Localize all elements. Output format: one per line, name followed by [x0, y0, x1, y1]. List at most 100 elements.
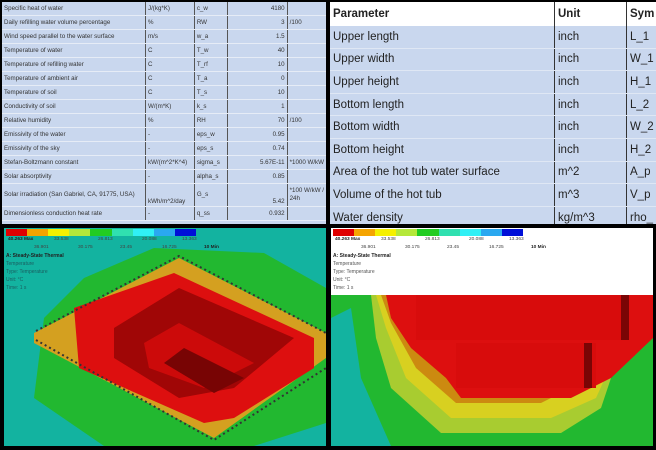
color-swatch — [174, 229, 196, 236]
table-row: Temperature of ambient air C T_a 0 — [2, 71, 326, 86]
parameter-unit: W/(m*K) — [144, 99, 195, 114]
dimension-unit: inch — [554, 93, 627, 117]
dimension-name: Area of the hot tub water surface — [330, 161, 555, 185]
parameter-value: 70 — [226, 113, 288, 128]
result-name: Temperature — [333, 261, 362, 267]
parameter-unit: C — [144, 85, 195, 100]
parameter-name: Emissivity of the sky — [2, 141, 146, 156]
result-time: Time: 1 s — [6, 285, 27, 291]
parameter-unit: kW/(m^2*K^4) — [144, 155, 195, 170]
parameter-name: Temperature of refilling water — [2, 57, 146, 72]
parameter-symbol: eps_s — [193, 141, 228, 156]
parameter-value: 5.42 — [226, 183, 288, 207]
dimension-unit: inch — [554, 70, 627, 94]
color-swatch — [69, 229, 91, 236]
color-scale-bar — [6, 229, 196, 236]
parameter-note: /100 — [286, 113, 326, 128]
dimension-name: Upper width — [330, 48, 555, 72]
result-unit: Unit: °C — [333, 277, 351, 283]
thermal-simulation-isometric: 40.263 Max 33.538 26.813 20.088 13.363 3… — [4, 228, 326, 446]
parameter-note: *1000 W/kW — [286, 155, 326, 170]
dimension-unit: inch — [554, 26, 627, 49]
parameter-unit: % — [144, 113, 195, 128]
parameter-name: Relative humidity — [2, 113, 146, 128]
header-symbol: Sym — [626, 2, 656, 26]
table-row: Relative humidity% RH 70/100 — [2, 113, 326, 128]
table-row: Temperature of water C T_w 40 — [2, 43, 326, 58]
color-swatch — [354, 229, 376, 236]
parameter-symbol: T_w — [193, 43, 228, 58]
legend-label: 20.088 — [469, 237, 484, 242]
simulation-info: A: Steady-State Thermal Temperature Type… — [6, 252, 226, 292]
parameter-symbol: RW — [193, 15, 228, 30]
color-swatch — [132, 229, 154, 236]
parameter-value: 40 — [226, 43, 288, 58]
parameter-note — [286, 43, 326, 58]
parameter-name: Temperature of ambient air — [2, 71, 146, 86]
table-row: Bottom width inch W_2 — [330, 115, 656, 139]
parameter-note — [286, 141, 326, 156]
parameter-symbol: T_a — [193, 71, 228, 86]
legend-label: 16.725 — [489, 245, 504, 250]
parameter-unit: C — [144, 43, 195, 58]
parameter-unit: C — [144, 57, 195, 72]
table-row: Dimensionless conduction heat rate - q_ss 0… — [2, 206, 326, 221]
table-row: Wind speed parallel to the water surface… — [2, 29, 326, 44]
parameter-note — [286, 2, 326, 16]
dimension-symbol: A_p — [626, 161, 656, 185]
color-swatch — [90, 229, 112, 236]
parameter-unit: C — [144, 71, 195, 86]
parameter-symbol: w_a — [193, 29, 228, 44]
table-row: Temperature of soil C T_s 10 — [2, 85, 326, 100]
color-swatch — [417, 229, 439, 236]
parameter-note — [286, 99, 326, 114]
parameter-name: Wind speed parallel to the water surface — [2, 29, 146, 44]
dimension-symbol: H_2 — [626, 138, 656, 162]
legend-label: 36.901 — [34, 245, 49, 250]
dimension-symbol: L_2 — [626, 93, 656, 117]
dimension-symbol: L_1 — [626, 26, 656, 49]
color-swatch — [27, 229, 49, 236]
parameter-value: 0.85 — [226, 169, 288, 184]
dimension-unit: inch — [554, 48, 627, 72]
parameter-name: Temperature of soil — [2, 85, 146, 100]
parameter-value: 5.67E-11 — [226, 155, 288, 170]
result-time: Time: 1 s — [333, 285, 354, 291]
temperature-legend: 40.263 Max 33.538 26.813 20.088 13.363 3… — [333, 229, 553, 292]
parameter-value: 0.932 — [226, 206, 288, 221]
parameter-note — [286, 127, 326, 142]
legend-min-label: 10 Min — [531, 245, 546, 250]
parameter-note — [286, 85, 326, 100]
color-swatch — [333, 229, 355, 236]
dimension-name: Volume of the hot tub — [330, 183, 555, 207]
dimension-unit: inch — [554, 115, 627, 139]
parameter-unit: - — [144, 127, 195, 142]
color-swatch — [501, 229, 523, 236]
parameter-symbol: G_s — [193, 183, 228, 207]
color-swatch — [6, 229, 28, 236]
analysis-title: A: Steady-State Thermal — [333, 253, 391, 259]
parameter-name: Specific heat of water — [2, 2, 146, 16]
parameter-symbol: RH — [193, 113, 228, 128]
legend-label: 13.363 — [509, 237, 524, 242]
parameter-name: Emissivity of the water — [2, 127, 146, 142]
parameter-value: 3 — [226, 15, 288, 30]
temperature-contour-plot — [4, 228, 326, 446]
dimension-unit: m^3 — [554, 183, 627, 207]
parameter-note — [286, 71, 326, 86]
parameter-value: 10 — [226, 85, 288, 100]
dimension-symbol: W_1 — [626, 48, 656, 72]
table-row: Upper length inch L_1 — [330, 26, 656, 49]
parameter-unit: - — [144, 169, 195, 184]
dimension-symbol: rho_ — [626, 206, 656, 224]
table-row: Solar irradiation (San Gabriel, CA, 9177… — [2, 183, 326, 207]
table-row: Bottom height inch H_2 — [330, 138, 656, 162]
parameter-value: 4180 — [226, 2, 288, 16]
parameter-name: Daily refilling water volume percentage — [2, 15, 146, 30]
table-row: Upper height inch H_1 — [330, 70, 656, 94]
parameter-value: 10 — [226, 57, 288, 72]
result-name: Temperature — [6, 261, 35, 267]
color-swatch — [48, 229, 70, 236]
thermal-simulation-section: 40.263 Max 33.538 26.813 20.088 13.363 3… — [331, 228, 653, 446]
legend-label: 13.363 — [182, 237, 197, 242]
